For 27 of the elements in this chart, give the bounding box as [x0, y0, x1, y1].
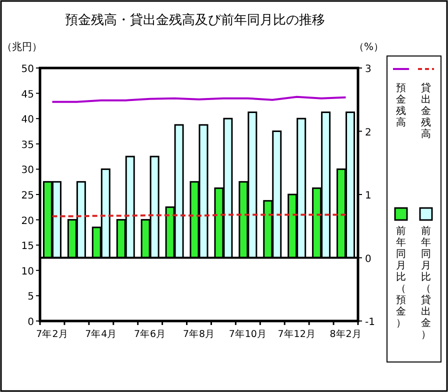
y-axis-title: （兆円）: [2, 41, 42, 53]
y-tick-label: 5: [28, 292, 34, 303]
x-tick-label: 7年4月: [85, 328, 118, 340]
x-tick-label: 7年8月: [182, 328, 216, 340]
y2-axis-title: （%）: [354, 42, 384, 53]
chart-title: 預金残高・貸出金残高及び前年同月比の推移: [65, 12, 325, 28]
legend: 預金残高 貸出金残高 前年同月比（預金） 前年同月比（貸出金）: [386, 56, 442, 362]
y-tick-label: 15: [21, 241, 34, 252]
y-tick-label: 30: [21, 165, 34, 176]
y-tick-label: 0: [28, 317, 34, 328]
y-tick-label: 25: [21, 190, 34, 202]
x-tick-label: 7年12月: [278, 328, 316, 340]
y-tick-label: 40: [21, 114, 34, 126]
y-tick-label: 20: [21, 216, 34, 227]
x-tick-label: 7年2月: [36, 328, 68, 340]
y2-tick-label: -1: [365, 317, 375, 328]
y-tick-label: 45: [21, 89, 34, 100]
y2-tick-label: 3: [365, 64, 372, 75]
y2-tick-label: 1: [365, 190, 372, 202]
y-tick-label: 50: [21, 64, 34, 75]
y2-tick-label: 2: [365, 127, 372, 138]
y2-tick-label: 0: [365, 254, 372, 265]
x-tick-label: 7年6月: [134, 328, 166, 340]
x-tick-label: 8年2月: [330, 328, 362, 340]
x-tick-label: 7年10月: [228, 328, 267, 340]
y-tick-label: 10: [21, 266, 34, 278]
y-tick-label: 35: [21, 140, 34, 151]
